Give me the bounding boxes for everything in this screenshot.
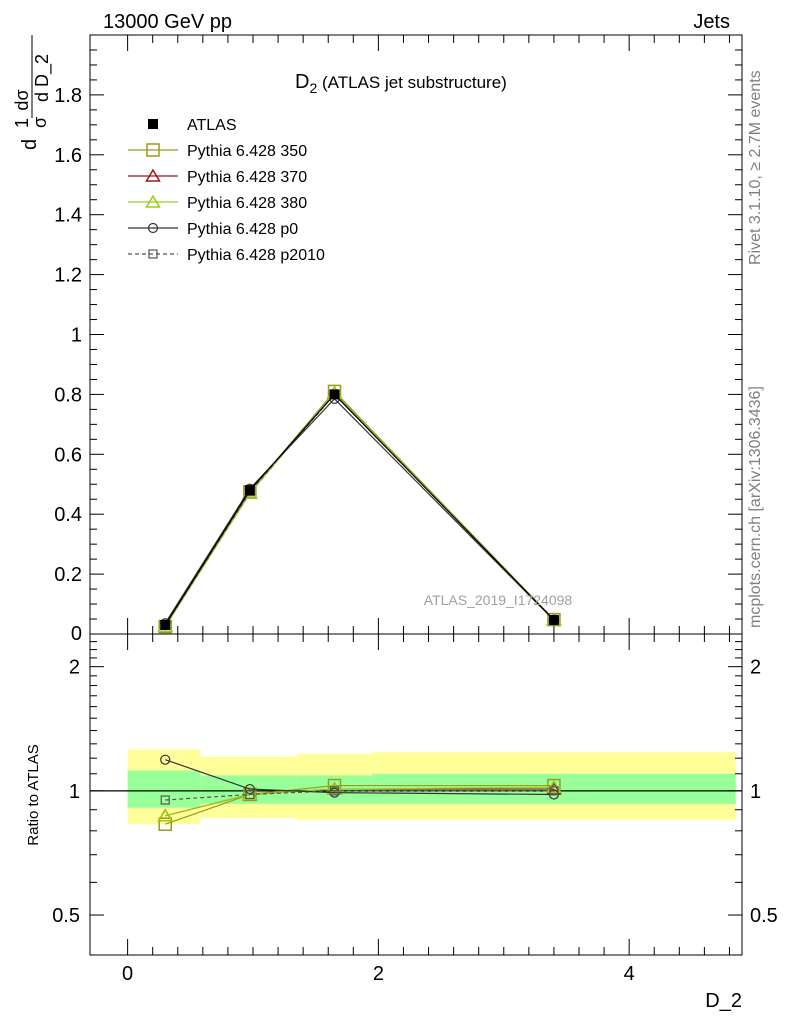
legend-marker — [147, 222, 159, 234]
ratio-p0-point — [244, 783, 255, 795]
main-atlas-point — [548, 614, 559, 625]
ratio-ylabel: Ratio to ATLAS — [25, 744, 42, 845]
main-atlas-line — [164, 393, 555, 626]
main-atlas-point — [244, 485, 255, 496]
main-ytick-label: 0.2 — [54, 564, 82, 586]
main-ytick-label: 1.6 — [54, 145, 82, 167]
legend-label: ATLAS — [187, 117, 237, 134]
xtick-label: 0 — [122, 963, 133, 985]
side-text-mcplots: mcplots.cern.ch [arXiv:1306.3436] — [747, 386, 764, 628]
ratio-p350-point — [158, 817, 172, 831]
ratio-p2010-point — [160, 795, 170, 805]
main-title-subscript: 2 — [309, 80, 317, 96]
ratio-p350-point — [327, 778, 342, 793]
main-ylabel: d 1 σ dσ d D_2 — [12, 35, 53, 150]
main-p2010-line — [164, 393, 555, 626]
main-ytick-label: 0.8 — [54, 384, 82, 406]
ratio-p380-point — [242, 786, 258, 801]
ratio-p2010-point — [549, 786, 559, 796]
ratio-series-group — [157, 754, 562, 831]
main-title-symbol: D — [295, 71, 309, 93]
legend-label: Pythia 6.428 380 — [187, 195, 307, 212]
legend-marker — [148, 249, 158, 259]
xtick-label: 2 — [373, 963, 384, 985]
ylabel-dsigma: dσ — [12, 89, 32, 110]
ratio-bands — [127, 749, 736, 825]
legend-label: Pythia 6.428 370 — [187, 169, 307, 186]
ratio-p2010-point — [245, 789, 255, 800]
legend-marker — [146, 143, 160, 157]
main-p0-line — [164, 398, 555, 624]
legend-label: Pythia 6.428 p2010 — [187, 247, 325, 264]
main-ytick-label: 1 — [71, 325, 82, 347]
legend: ATLAS Pythia 6.428 350 Pythia 6.428 370 Pyt… — [128, 117, 325, 264]
legend-marker — [145, 194, 161, 208]
legend-label: Pythia 6.428 350 — [187, 143, 307, 160]
ratio-ytick-label: 1 — [69, 781, 80, 803]
ylabel-d: d — [19, 139, 41, 150]
ratio-band-inner — [127, 770, 201, 808]
ratio-p380-point — [326, 781, 343, 795]
ratio-p2010-point — [329, 786, 340, 796]
ylabel-one: 1 — [12, 118, 32, 128]
ratio-ytick-label: 0.5 — [52, 905, 80, 927]
ratio-p2010-line — [165, 790, 554, 801]
ratio-p380-line — [165, 786, 554, 817]
ratio-ytick-label: 2 — [69, 657, 80, 679]
main-title: D2 (ATLAS jet substructure) — [295, 71, 507, 96]
main-atlas-point — [160, 620, 171, 631]
ratio-frame — [89, 633, 743, 956]
side-text-rivet: Rivet 3.1.10, ≥ 2.7M events — [747, 70, 764, 265]
ratio-p350-line — [165, 784, 554, 825]
main-title-text: (ATLAS jet substructure) — [317, 73, 507, 92]
header-left: 13000 GeV pp — [103, 11, 232, 33]
main-atlas-point — [329, 389, 340, 400]
main-ytick-label: 0.6 — [54, 444, 82, 466]
main-ytick-label-zero: 0 — [71, 623, 82, 645]
main-ytick-label: 1.8 — [54, 85, 82, 107]
legend-marker — [148, 119, 158, 129]
main-ytick-label: 1.2 — [54, 265, 82, 287]
main-ytick-label: 1.4 — [54, 205, 82, 227]
ratio-ytick-label-right: 0.5 — [750, 905, 778, 927]
legend-marker — [145, 168, 161, 182]
legend-label: Pythia 6.428 p0 — [187, 221, 298, 238]
main-series-group — [157, 384, 562, 634]
ratio-axes: 0.5 0.5 1 1 2 2 0 2 4 — [52, 633, 778, 985]
ratio-ytick-label-right: 1 — [750, 781, 761, 803]
x-axis-label: D_2 — [705, 990, 742, 1012]
ratio-p380-point — [157, 808, 174, 822]
ylabel-sigma: σ — [30, 117, 50, 128]
ratio-p0-point — [160, 754, 171, 765]
ylabel-dd2: d D_2 — [32, 54, 53, 102]
analysis-id: ATLAS_2019_I1724098 — [424, 592, 573, 608]
header-right: Jets — [693, 11, 730, 33]
main-ytick-label: 0.4 — [54, 504, 82, 526]
ratio-ytick-label-right: 2 — [750, 657, 761, 679]
xtick-label: 4 — [624, 963, 635, 985]
ratio-p0-line — [165, 759, 554, 796]
